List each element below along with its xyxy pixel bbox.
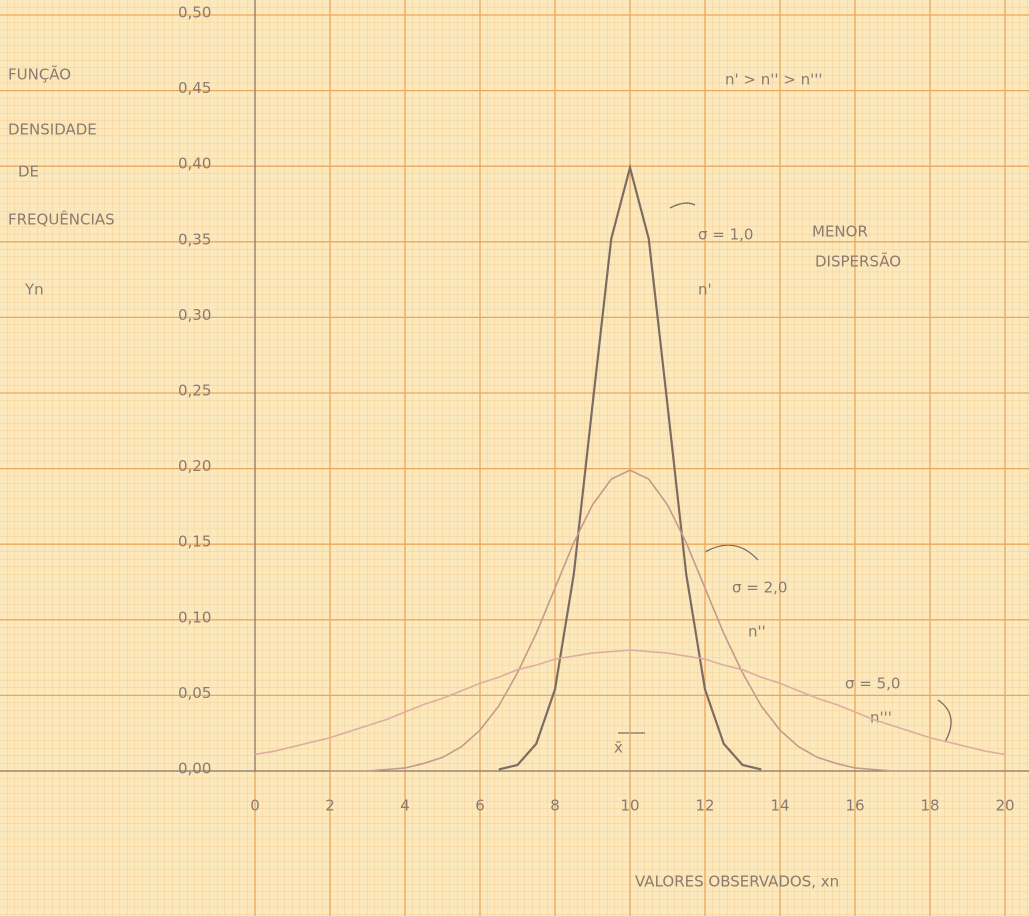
y-tick-label: 0,15 xyxy=(178,533,211,551)
x-tick-label: 0 xyxy=(250,797,260,815)
arrow xyxy=(669,202,696,209)
line xyxy=(330,469,930,772)
y-tick-label: 0,50 xyxy=(178,4,211,22)
y-tick-label: 0,40 xyxy=(178,155,211,173)
x-tick-label: 16 xyxy=(845,797,864,815)
y-tick-label: 0,00 xyxy=(178,760,211,778)
annotation: MENOR xyxy=(812,223,868,241)
x-tick-label: 14 xyxy=(770,797,789,815)
y-tick-label: 0,10 xyxy=(178,608,211,626)
annotation: n''' xyxy=(870,709,892,727)
x-tick-label: 4 xyxy=(400,797,410,815)
y-tick-label: 0,25 xyxy=(178,382,211,400)
y-tick-label: 0,20 xyxy=(178,457,211,475)
x-axis-label: VALORES OBSERVADOS, xn xyxy=(635,873,839,891)
annotation: DISPERSÃO xyxy=(815,252,901,271)
x-tick-label: 20 xyxy=(995,797,1014,815)
annotation: n' xyxy=(698,281,712,299)
x-tick-label: 12 xyxy=(695,797,714,815)
x-tick-label: 18 xyxy=(920,797,939,815)
y-axis-label: DENSIDADE xyxy=(8,121,97,139)
y-axis-label: Yn xyxy=(24,281,44,299)
y-tick-label: 0,45 xyxy=(178,79,211,97)
line xyxy=(498,163,762,771)
y-tick-label: 0,05 xyxy=(178,684,211,702)
annotation: n'' xyxy=(748,623,766,641)
y-tick-label: 0,30 xyxy=(178,306,211,324)
y-axis-label: DE xyxy=(18,163,39,181)
arrow xyxy=(937,699,952,743)
y-axis-label: FREQUÊNCIAS xyxy=(8,210,115,229)
annotation: x̄ xyxy=(614,739,623,757)
y-axis-label: FUNÇÃO xyxy=(8,65,71,84)
x-tick-label: 6 xyxy=(475,797,485,815)
annotation: n' > n'' > n''' xyxy=(725,71,822,89)
x-tick-label: 2 xyxy=(325,797,335,815)
series-label: σ = 2,0 xyxy=(732,579,787,597)
arrow xyxy=(704,544,759,561)
y-tick-label: 0,35 xyxy=(178,230,211,248)
line xyxy=(254,649,1006,756)
arrows xyxy=(618,202,952,743)
series-label: σ = 5,0 xyxy=(845,675,900,693)
x-tick-label: 10 xyxy=(620,797,639,815)
series-label: σ = 1,0 xyxy=(698,226,753,244)
x-tick-label: 8 xyxy=(550,797,560,815)
